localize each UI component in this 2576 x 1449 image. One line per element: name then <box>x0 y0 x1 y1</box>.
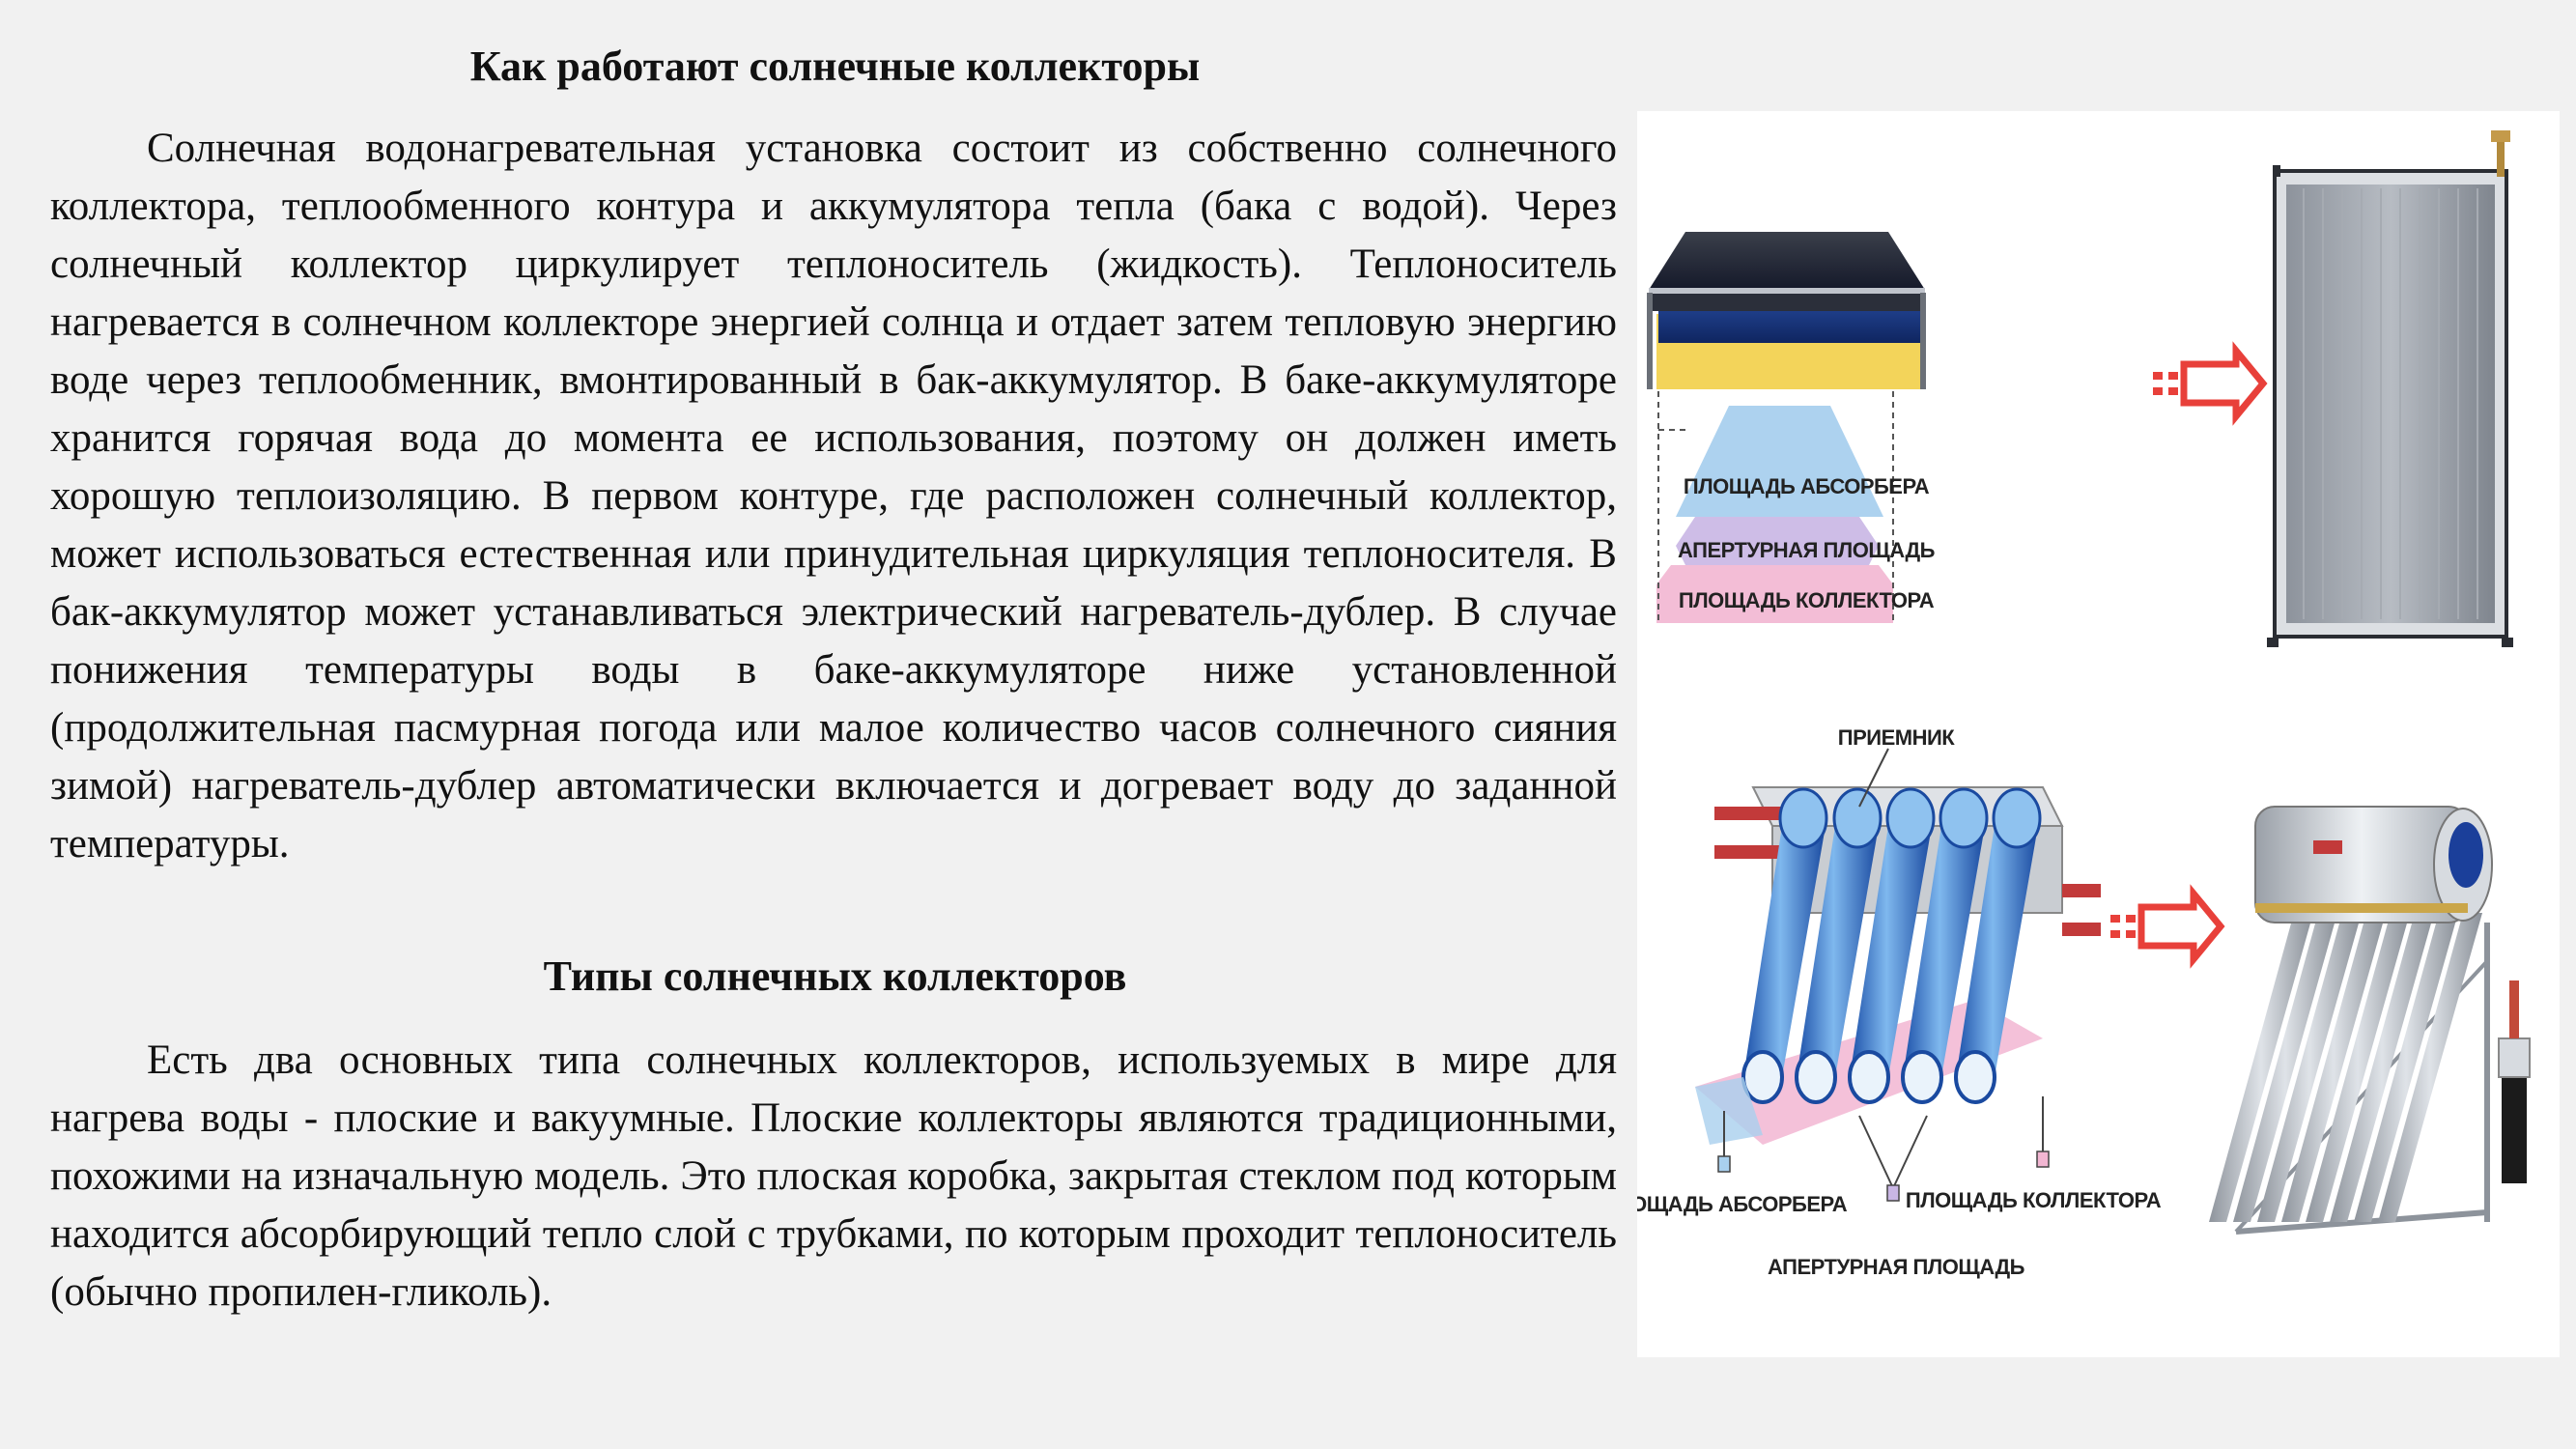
vacuum-collector-area-label: ПЛОЩАДЬ КОЛЛЕКТОРА <box>1906 1188 2162 1212</box>
flat-collector-panel <box>2267 130 2513 647</box>
arrow-icon <box>2110 884 2225 969</box>
paragraph-how-collectors-work: Солнечная водонагревательная установка с… <box>50 126 1617 867</box>
section-title-how-collectors-work: Как работают солнечные коллекторы <box>469 43 1201 90</box>
vacuum-receiver-label: ПРИЕМНИК <box>1838 725 1955 750</box>
solar-collectors-illustration: ПЛОЩАДЬ АБСОРБЕРА АПЕРТУРНАЯ ПЛОЩАДЬ ПЛО… <box>1637 111 2560 1357</box>
vacuum-aperture-area-label: АПЕРТУРНАЯ ПЛОЩАДЬ <box>1768 1255 2025 1279</box>
flat-collector-exploded-view <box>1647 232 1926 623</box>
flat-collector-area-label: ПЛОЩАДЬ КОЛЛЕКТОРА <box>1679 588 1935 612</box>
flat-aperture-area-label: АПЕРТУРНАЯ ПЛОЩАДЬ <box>1678 538 1936 562</box>
vacuum-absorber-area-label: ПЛОЩАДЬ АБСОРБЕРА <box>1637 1192 1848 1216</box>
arrow-icon <box>2153 341 2268 426</box>
vacuum-collector-section <box>1695 748 2101 1202</box>
section-title-collector-types: Типы солнечных коллекторов <box>543 952 1127 1000</box>
flat-absorber-area-label: ПЛОЩАДЬ АБСОРБЕРА <box>1684 474 1930 498</box>
paragraph-collector-types: Есть два основных типа солнечных коллект… <box>50 1037 1617 1315</box>
vacuum-water-heater <box>2209 806 2531 1235</box>
